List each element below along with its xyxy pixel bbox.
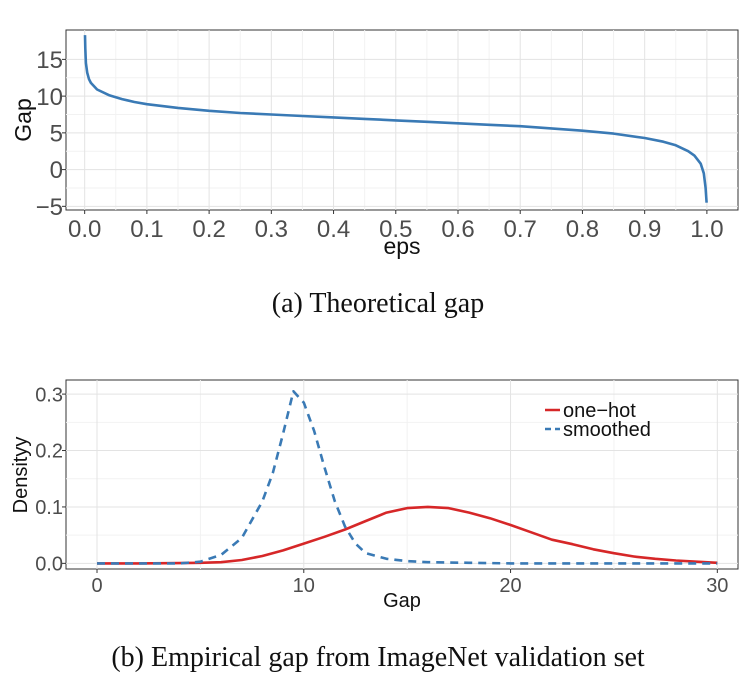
chart-b-x-axis-title: Gap xyxy=(383,590,421,612)
legend-label-smoothed: smoothed xyxy=(563,419,651,441)
chart-a-x-tick-label: 1.0 xyxy=(690,216,723,243)
chart-a-y-ticks: −5 0 5 10 15 xyxy=(36,47,66,221)
chart-a-x-tick-label: 0.9 xyxy=(628,216,661,243)
chart-b-y-ticks: 0.0 0.1 0.2 0.3 xyxy=(35,384,66,576)
chart-a-x-tick-label: 0.7 xyxy=(504,216,537,243)
chart-a-series-layer xyxy=(83,35,708,203)
caption-b: (b) Empirical gap from ImageNet validati… xyxy=(111,642,645,673)
chart-a-x-tick-label: 0.5 xyxy=(379,216,412,243)
chart-b-grid xyxy=(66,380,738,569)
chart-a-x-axis-title: eps xyxy=(383,233,420,259)
chart-b-x-tick-label: 20 xyxy=(499,575,521,597)
chart-a-x-tick-label: 0.1 xyxy=(130,216,163,243)
chart-b-y-tick-label: 0.2 xyxy=(35,441,63,463)
chart-b-x-tick-label: 0 xyxy=(91,575,102,597)
chart-a-x-tick-label: 0.8 xyxy=(566,216,599,243)
chart-a-y-tick-label: 0 xyxy=(50,157,63,184)
chart-b: 0 10 20 30 0.0 0.1 0.2 0.3 one−hot smoothed Ga… xyxy=(10,379,739,612)
chart-b-y-axis-title: Densityy xyxy=(10,437,32,514)
chart-a-x-tick-label: 0.6 xyxy=(441,216,474,243)
chart-a-y-tick-label: 15 xyxy=(36,47,63,74)
chart-b-legend: one−hot smoothed xyxy=(545,400,651,441)
chart-a-y-axis-title: Gap xyxy=(10,98,36,141)
chart-a-x-tick-label: 0.2 xyxy=(192,216,225,243)
chart-b-series-layer xyxy=(96,389,718,565)
chart-b-y-tick-label: 0.0 xyxy=(35,554,63,576)
chart-a-panel-border xyxy=(65,29,739,211)
chart-a-x-tick-label: 0.4 xyxy=(317,216,350,243)
chart-a-y-tick-label: −5 xyxy=(36,194,63,221)
chart-b-y-tick-label: 0.1 xyxy=(35,497,63,519)
chart-a-x-ticks: 0.0 0.1 0.2 0.3 0.4 0.5 0.6 0.7 0.8 0.9 1.0 xyxy=(68,210,724,243)
chart-a-grid xyxy=(66,30,738,210)
caption-a: (a) Theoretical gap xyxy=(272,288,484,319)
chart-b-x-ticks: 0 10 20 30 xyxy=(91,569,728,597)
chart-a-x-tick-label: 0.3 xyxy=(255,216,288,243)
chart-b-panel-border xyxy=(65,379,739,570)
chart-a: 0.0 0.1 0.2 0.3 0.4 0.5 0.6 0.7 0.8 0.9 1.0 −5 0 5 10… xyxy=(10,29,739,259)
chart-a-y-tick-label: 5 xyxy=(50,120,63,147)
chart-b-y-tick-label: 0.3 xyxy=(35,384,63,406)
legend-label-one-hot: one−hot xyxy=(563,400,636,422)
chart-a-x-tick-label: 0.0 xyxy=(68,216,101,243)
chart-a-y-tick-label: 10 xyxy=(36,84,63,111)
chart-b-x-tick-label: 30 xyxy=(706,575,728,597)
chart-b-x-tick-label: 10 xyxy=(293,575,315,597)
